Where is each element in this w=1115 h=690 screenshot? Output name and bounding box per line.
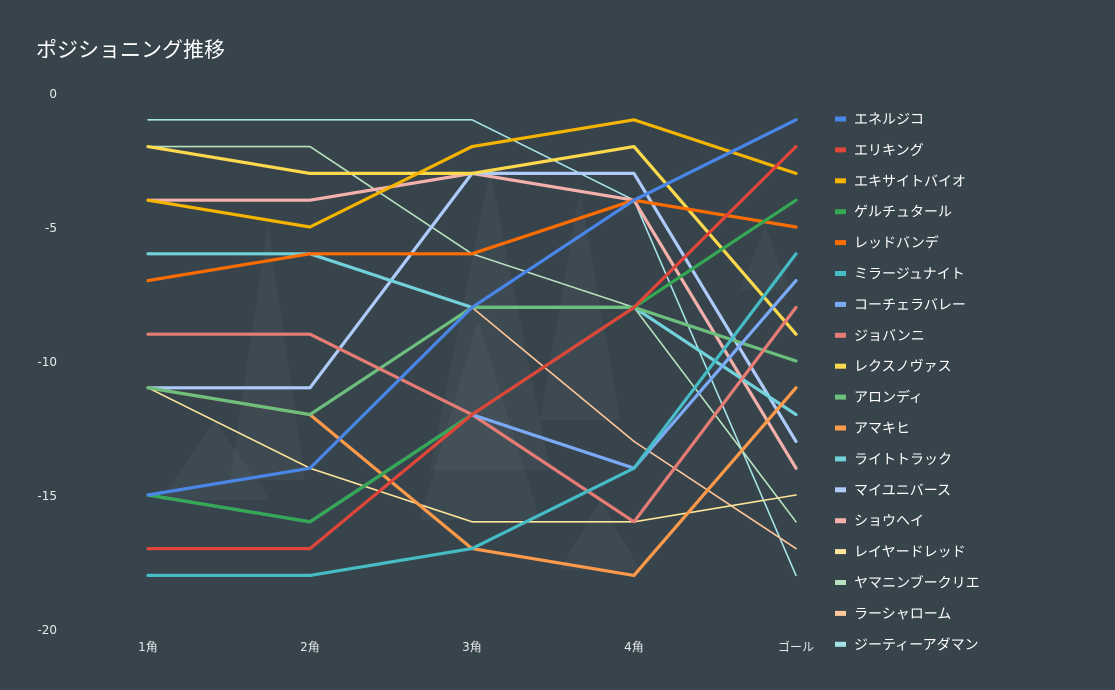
bg-triangle: [540, 190, 620, 420]
legend: エネルジコエリキングエキサイトバイオゲルチュタールレッドバンデミラージュナイトコ…: [835, 112, 980, 653]
y-tick-label: -15: [37, 489, 57, 503]
legend-swatch: [835, 641, 846, 647]
legend-label: エキサイトバイオ: [854, 174, 966, 190]
legend-swatch: [835, 271, 846, 276]
legend-label: ライトトラック: [854, 452, 952, 468]
x-tick-label: 2角: [300, 640, 320, 654]
legend-label: マイユニバース: [854, 483, 951, 499]
x-tick-label: 1角: [138, 640, 158, 654]
bg-triangle: [230, 225, 305, 480]
series-line: [146, 145, 798, 551]
legend-label: レクスノヴァス: [854, 358, 952, 375]
y-tick-label: -5: [45, 221, 57, 235]
legend-swatch: [835, 363, 846, 369]
legend-swatch: [835, 147, 846, 153]
legend-swatch: [835, 116, 846, 122]
legend-swatch: [835, 301, 846, 307]
legend-swatch: [835, 178, 846, 184]
series-line: [146, 118, 798, 497]
x-tick-label: ゴール: [778, 639, 814, 654]
x-tick-label: 3角: [462, 640, 482, 654]
series-lines: [146, 118, 798, 578]
legend-label: ヤマニンブークリエ: [854, 575, 980, 592]
legend-label: レッドバンデ: [854, 235, 939, 252]
legend-label: ショウヘイ: [854, 514, 924, 530]
legend-label: ミラージュナイト: [854, 267, 965, 283]
x-tick-label: 4角: [624, 640, 644, 654]
legend-swatch: [835, 332, 846, 338]
chart-title: ポジショニング推移: [36, 38, 225, 62]
y-tick-label: -10: [37, 355, 57, 369]
legend-swatch: [835, 425, 846, 431]
series-line: [146, 118, 798, 229]
series-line: [146, 198, 798, 283]
legend-swatch: [835, 549, 846, 555]
legend-label: ジーティーアダマン: [854, 637, 979, 653]
legend-label: ジョバンニ: [854, 328, 925, 344]
legend-label: コーチェラバレー: [854, 297, 966, 313]
legend-label: アロンディ: [854, 389, 923, 406]
legend-swatch: [835, 610, 846, 616]
legend-label: ラーシャローム: [854, 606, 951, 622]
y-tick-label: -20: [37, 623, 57, 637]
legend-swatch: [835, 394, 846, 400]
series-line: [146, 252, 798, 578]
legend-label: アマキヒ: [854, 421, 910, 437]
legend-swatch: [835, 209, 846, 215]
legend-label: エリキング: [854, 143, 924, 159]
legend-label: ゲルチュタール: [854, 205, 952, 221]
legend-swatch: [835, 456, 846, 462]
axes: 0 -5 -10 -15 -20 1角 2角 3角 4角 ゴール: [37, 87, 814, 654]
y-tick-label: 0: [49, 87, 57, 101]
legend-label: レイヤードレッド: [854, 545, 966, 561]
bg-triangle: [560, 500, 640, 570]
background-decoration: [160, 170, 790, 570]
legend-swatch: [835, 518, 846, 524]
legend-swatch: [835, 580, 846, 585]
legend-label: エネルジコ: [854, 112, 924, 128]
legend-swatch: [835, 240, 846, 246]
legend-swatch: [835, 487, 846, 493]
